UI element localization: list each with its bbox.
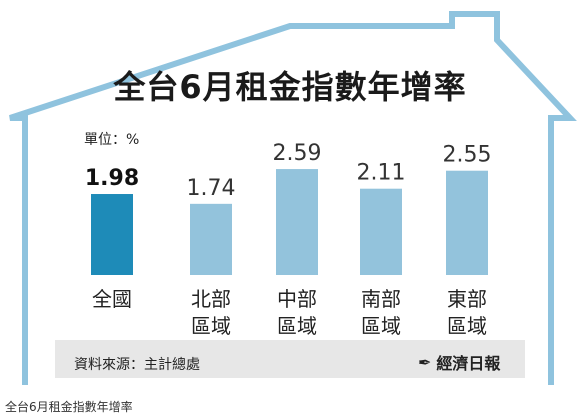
category-label-1-1: 區域 [191, 314, 231, 338]
chart-title: 全台6月租金指數年增率 [113, 68, 467, 106]
value-label-2: 2.59 [273, 141, 322, 166]
bar-1 [190, 203, 232, 275]
unit-label: 單位：% [84, 132, 140, 148]
category-label-3-0: 南部 [361, 287, 401, 311]
category-label-4-1: 區域 [447, 314, 487, 338]
value-label-4: 2.55 [443, 143, 492, 168]
value-label-3: 2.11 [357, 161, 406, 186]
source-label: 資料來源：主計總處 [74, 357, 200, 373]
value-label-0: 1.98 [85, 166, 139, 191]
value-label-1: 1.74 [187, 176, 236, 201]
bar-4 [446, 170, 488, 275]
image-caption: 全台6月租金指數年增率 [5, 400, 133, 414]
bar-3 [360, 188, 402, 275]
category-label-1-0: 北部 [191, 287, 231, 311]
publisher-brand: ✒ 經濟日報 [418, 350, 500, 374]
bar-0 [91, 194, 133, 275]
category-label-3-1: 區域 [361, 314, 401, 338]
house-outline [9, 11, 577, 385]
category-label-2-1: 區域 [277, 314, 317, 338]
publisher-name: 經濟日報 [436, 354, 501, 373]
footer-band [55, 340, 525, 378]
category-label-0-0: 全國 [92, 287, 132, 311]
publisher-logo-icon: ✒ [418, 352, 432, 372]
bar-2 [276, 169, 318, 275]
category-label-2-0: 中部 [277, 287, 317, 311]
category-label-4-0: 東部 [447, 287, 487, 311]
